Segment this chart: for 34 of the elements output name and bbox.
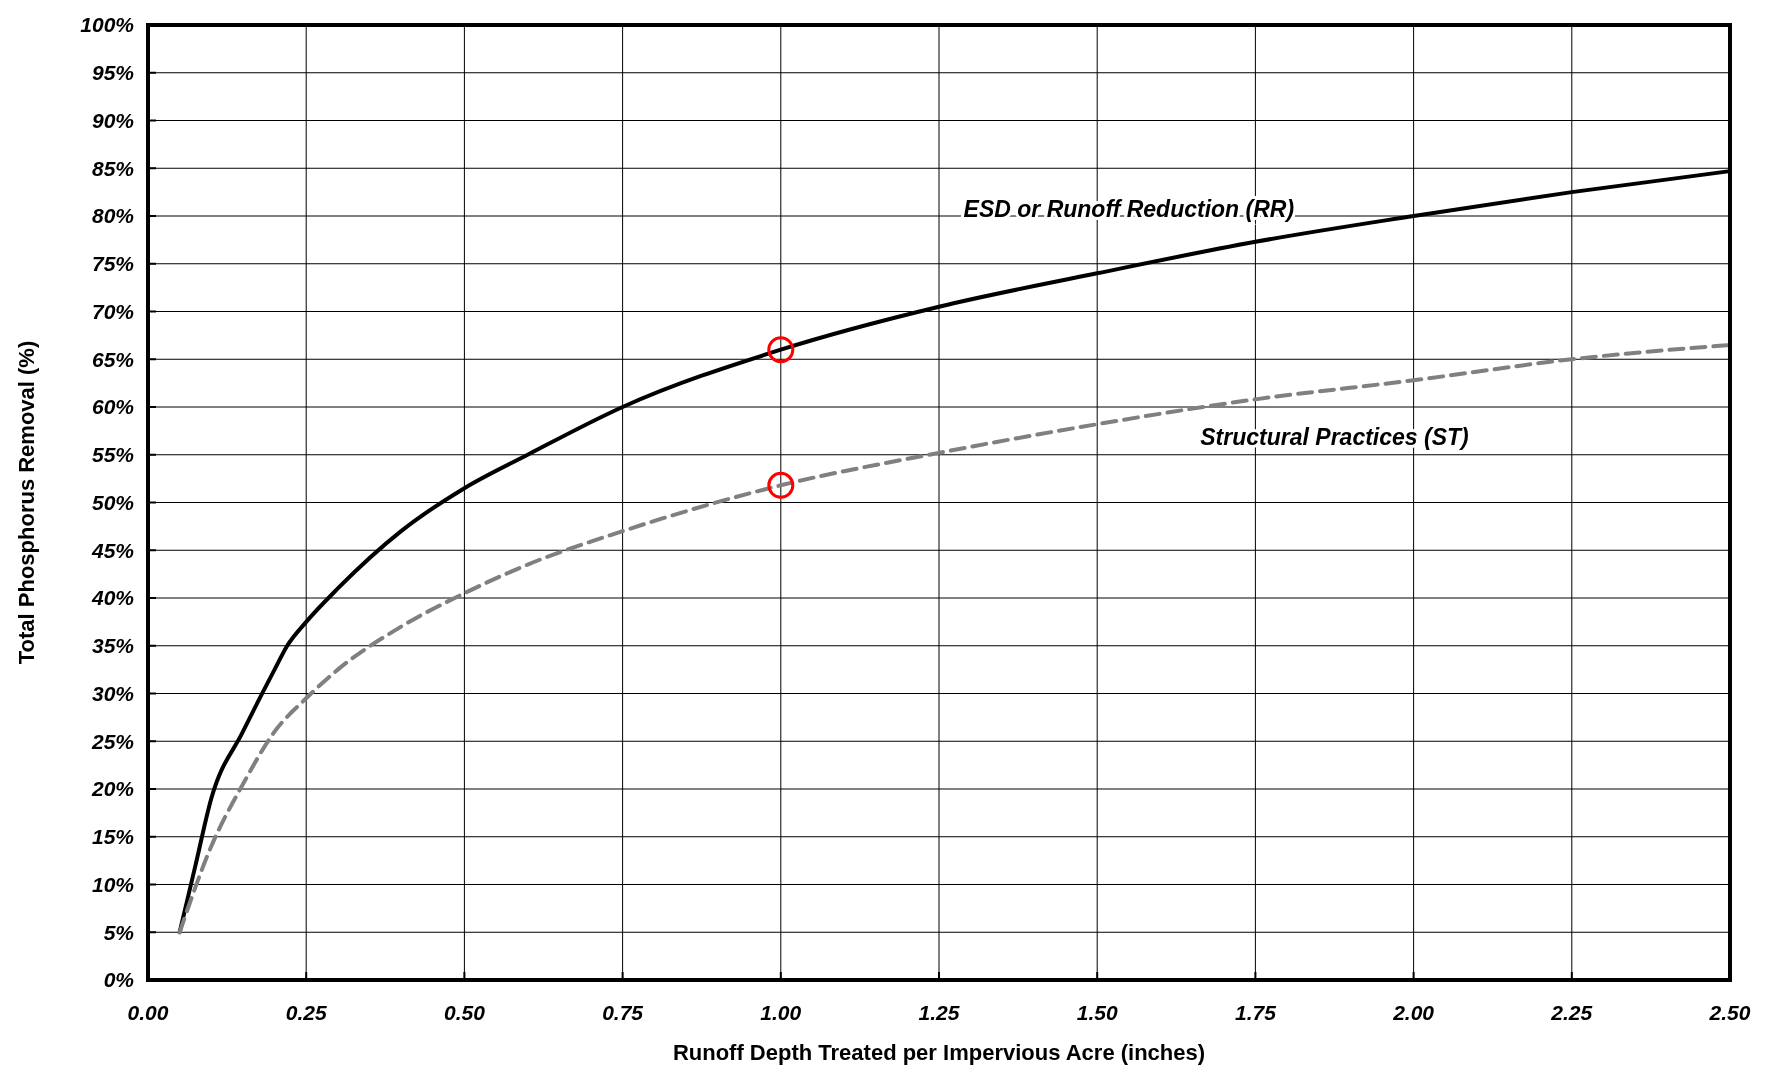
y-tick-label: 65% [91,347,135,371]
x-tick-label: 2.25 [1550,1001,1593,1024]
y-tick-label: 55% [91,443,135,467]
y-tick-label: 35% [91,634,135,658]
y-tick-label: 15% [91,825,135,849]
y-tick-label: 75% [91,252,135,276]
x-axis-title: Runoff Depth Treated per Impervious Acre (inches) [672,1040,1206,1065]
y-tick-label: 60% [91,395,135,419]
y-axis-title: Total Phosphorus Removal (%) [14,340,39,665]
y-tick-label: 50% [91,490,135,514]
y-tick-label: 10% [91,872,135,896]
y-tick-label: 5% [103,920,135,944]
x-tick-label: 1.25 [918,1001,960,1024]
y-tick-label: 30% [91,681,135,705]
x-tick-label: 1.00 [760,1001,802,1024]
x-tick-label: 1.50 [1076,1001,1118,1024]
y-tick-label: 80% [91,204,135,228]
y-tick-label: 20% [90,777,135,801]
x-tick-label: 0.00 [127,1001,169,1024]
y-tick-label: 0% [103,968,135,992]
y-tick-label: 90% [91,108,135,132]
x-tick-label: 2.00 [1392,1001,1435,1024]
y-tick-label: 40% [90,586,135,610]
y-tick-label: 70% [91,299,135,323]
x-tick-label: 0.75 [602,1001,644,1024]
x-tick-label: 1.75 [1234,1001,1277,1024]
y-tick-label: 45% [90,538,135,562]
y-tick-label: 25% [90,729,135,753]
y-tick-label: 95% [91,61,135,85]
x-tick-label: 0.25 [285,1001,327,1024]
x-tick-label: 2.50 [1708,1001,1751,1024]
x-tick-label: 0.50 [443,1001,486,1024]
y-tick-label: 85% [91,156,135,180]
y-tick-label: 100% [80,13,135,37]
